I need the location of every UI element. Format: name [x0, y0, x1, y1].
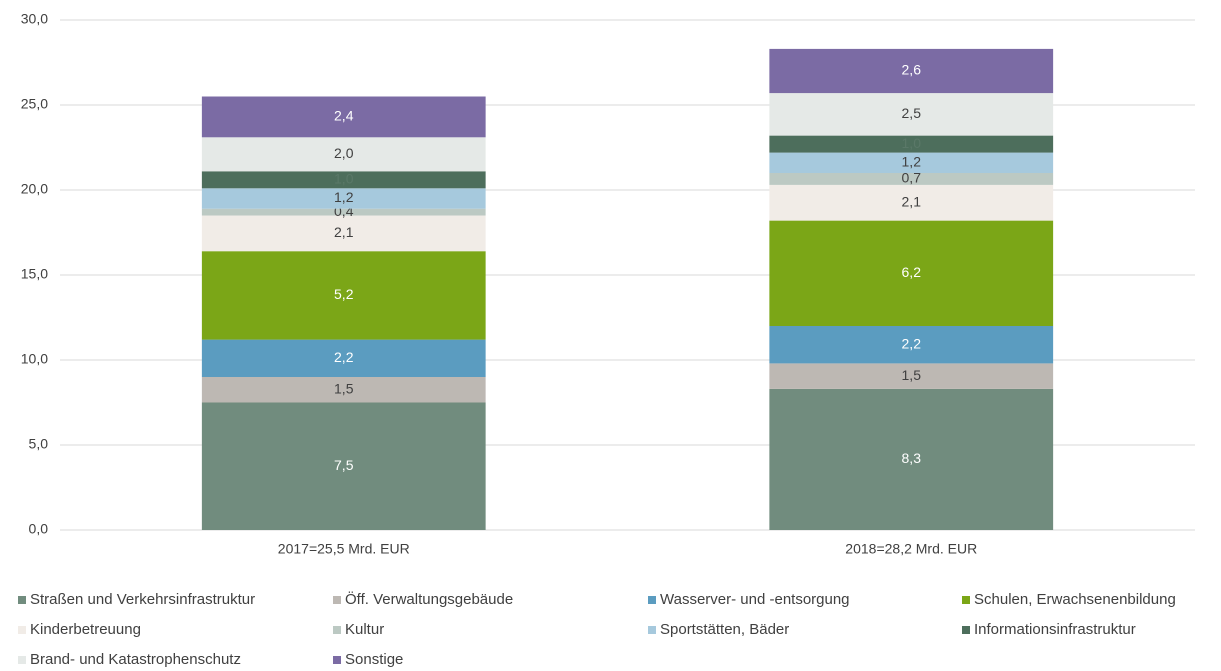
data-label: 0,7 [902, 170, 922, 186]
y-tick-label: 25,0 [21, 96, 48, 112]
data-label: 2,1 [334, 224, 354, 240]
bar-segment [201, 137, 486, 172]
data-label: 1,0 [334, 171, 354, 187]
legend-label: Informationsinfrastruktur [974, 621, 1136, 638]
data-label: 2,6 [902, 62, 922, 78]
legend-label: Brand- und Katastrophenschutz [30, 651, 241, 668]
data-label: 6,2 [902, 264, 922, 280]
data-label: 2,1 [902, 193, 922, 209]
data-label: 2,2 [902, 335, 922, 351]
bar-segment [769, 173, 1054, 185]
bar-segment [201, 188, 486, 209]
bar-segment [201, 215, 486, 252]
data-label: 2,2 [334, 349, 354, 365]
legend-swatch [962, 596, 970, 604]
bar-segment [201, 377, 486, 403]
data-label: 2,0 [334, 145, 354, 161]
bar-segment [201, 402, 486, 530]
bar-segment [769, 48, 1054, 94]
legend-swatch [648, 596, 656, 604]
y-tick-label: 15,0 [21, 266, 48, 282]
y-tick-label: 5,0 [29, 436, 49, 452]
y-tick-label: 10,0 [21, 351, 48, 367]
legend-swatch [333, 596, 341, 604]
legend-swatch [333, 626, 341, 634]
bar-segment [201, 96, 486, 138]
legend-label: Schulen, Erwachsenenbildung [974, 591, 1176, 608]
legend-label: Straßen und Verkehrsinfrastruktur [30, 591, 255, 608]
y-tick-label: 20,0 [21, 181, 48, 197]
legend-swatch [18, 626, 26, 634]
legend-label: Öff. Verwaltungsgebäude [345, 590, 513, 608]
legend-swatch [18, 656, 26, 664]
bar-segment [769, 220, 1054, 326]
data-label: 1,0 [902, 135, 922, 151]
legend-swatch [962, 626, 970, 634]
data-label: 1,5 [902, 367, 922, 383]
bar-segment [201, 339, 486, 377]
data-label: 2,4 [334, 108, 354, 124]
legend-label: Sportstätten, Bäder [660, 621, 789, 638]
bar-segment [769, 388, 1054, 530]
bar-segment [769, 152, 1054, 173]
x-tick-label: 2017=25,5 Mrd. EUR [278, 541, 410, 557]
bar-segment [201, 208, 486, 216]
y-tick-label: 30,0 [21, 11, 48, 27]
legend-label: Kinderbetreuung [30, 621, 141, 638]
bar-segment [769, 363, 1054, 389]
legend-swatch [333, 656, 341, 664]
legend-label: Kultur [345, 621, 384, 638]
bar-segment [201, 251, 486, 340]
data-label: 2,5 [902, 105, 922, 121]
bar-segment [201, 171, 486, 189]
data-label: 7,5 [334, 457, 354, 473]
bar-segment [769, 135, 1054, 153]
legend-label: Wasserver- und -entsorgung [660, 591, 850, 608]
data-label: 1,2 [902, 154, 922, 170]
y-tick-label: 0,0 [29, 521, 49, 537]
data-label: 8,3 [902, 450, 922, 466]
data-label: 1,2 [334, 189, 354, 205]
bar-segment [769, 93, 1054, 136]
legend-swatch [18, 596, 26, 604]
data-label: 1,5 [334, 380, 354, 396]
x-tick-label: 2018=28,2 Mrd. EUR [845, 541, 977, 557]
data-label: 5,2 [334, 286, 354, 302]
legend-swatch [648, 626, 656, 634]
bar-segment [769, 184, 1054, 221]
bar-segment [769, 326, 1054, 364]
legend-label: Sonstige [345, 651, 403, 668]
